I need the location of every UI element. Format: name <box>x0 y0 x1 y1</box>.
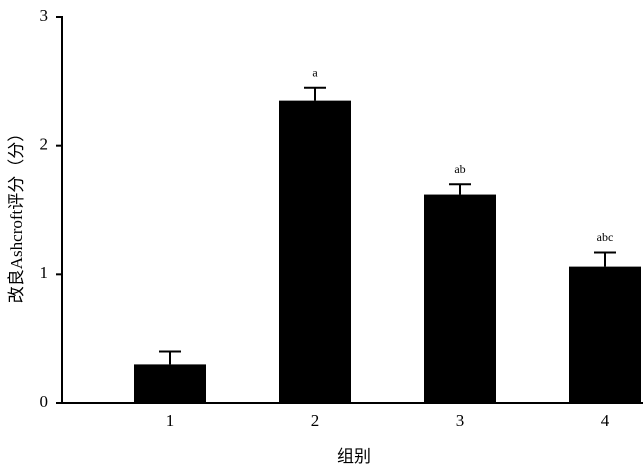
y-tick-label: 1 <box>40 263 49 282</box>
annotation: abc <box>597 230 614 244</box>
annotation: a <box>312 66 318 80</box>
annotation: ab <box>454 162 465 176</box>
y-tick-label: 2 <box>40 135 49 154</box>
x-tick-label: 1 <box>166 411 175 430</box>
y-tick-label: 3 <box>40 6 49 25</box>
x-tick-label: 2 <box>311 411 320 430</box>
x-tick-label: 3 <box>456 411 465 430</box>
bar <box>424 194 496 403</box>
x-tick-label: 4 <box>601 411 610 430</box>
bar <box>569 266 641 403</box>
y-axis-label: 改良Ashcroft评分（分） <box>7 125 26 303</box>
bar <box>279 100 351 403</box>
bar <box>134 364 206 403</box>
y-tick-label: 0 <box>40 392 49 411</box>
x-axis-label: 组别 <box>337 447 371 466</box>
